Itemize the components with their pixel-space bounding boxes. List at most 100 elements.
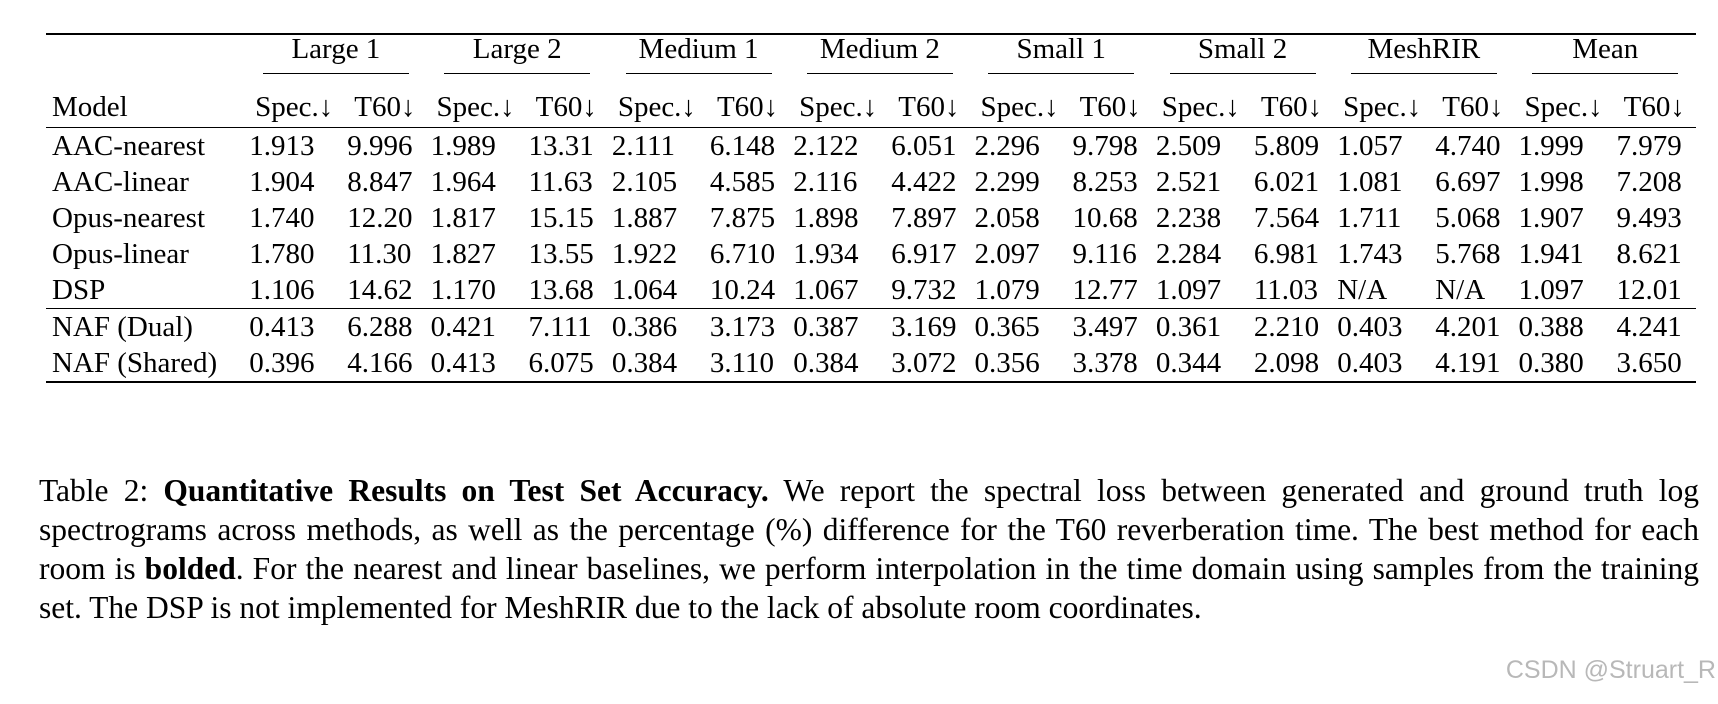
t60-value-cell: 5.809: [1249, 127, 1334, 164]
spec-value-cell: 2.296: [970, 127, 1069, 164]
caption-label: Table 2:: [39, 473, 149, 508]
spec-header: Spec.↓: [1524, 90, 1603, 123]
caption-text-2: . For the nearest and linear baselines, …: [39, 551, 1699, 625]
spec-value-cell: 1.740: [249, 201, 315, 234]
spec-header: Spec.↓: [1161, 90, 1240, 123]
spec-value-cell: 1.743: [1337, 237, 1403, 270]
t60-value-cell: 4.422: [891, 165, 957, 198]
spec-header: Spec.↓: [436, 90, 515, 123]
group-header-label: Small 2: [1169, 35, 1316, 74]
t60-value-cell: 5.768: [1435, 237, 1501, 270]
caption-bold-word: bolded: [144, 551, 236, 586]
t60-value-cell: 12.20: [347, 201, 413, 234]
group-header: Small 1: [970, 33, 1152, 87]
spec-value-cell: 1.999: [1514, 127, 1613, 164]
spec-value-cell: 1.827: [430, 237, 496, 270]
t60-value-cell: 7.979: [1612, 127, 1696, 164]
group-header: Small 2: [1151, 33, 1334, 87]
t60-value-cell: 9.493: [1616, 201, 1682, 234]
spec-value-cell: 1.989: [426, 127, 525, 164]
naf-rows: NAF (Dual) 0.413 6.288 0.421 7.111 0.386 3.173…: [46, 308, 1696, 383]
t60-value-cell: 6.021: [1253, 165, 1320, 198]
group-header-label: Small 1: [988, 35, 1135, 74]
model-name-cell: NAF (Shared): [46, 345, 246, 383]
model-name-cell: DSP: [52, 273, 106, 306]
spec-value-cell: 2.097: [974, 237, 1040, 270]
spec-header: Spec.↓: [1343, 90, 1422, 123]
spec-value-cell: 0.403: [1333, 308, 1432, 345]
table-row: AAC-linear 1.904 8.847 1.964 11.63 2.105 4.585…: [46, 164, 1696, 200]
spec-value-cell: 1.913: [245, 127, 344, 164]
spec-value-cell: 2.284: [1155, 237, 1222, 270]
t60-value-cell: 3.497: [1068, 308, 1152, 345]
t60-header: T60↓: [535, 90, 597, 123]
t60-value-cell: 12.01: [1616, 273, 1682, 306]
model-name-cell: Opus-linear: [52, 237, 189, 270]
table-header: Large 1 Large 2 Medium 1 Medium 2 Small 1 Sma…: [46, 33, 1696, 128]
t60-value-cell: 13.68: [528, 273, 594, 306]
t60-value-cell: 6.697: [1435, 165, 1501, 198]
baseline-rows: AAC-nearest 1.913 9.996 1.989 13.31 2.111 6.14…: [46, 127, 1696, 309]
t60-value-cell: 6.051: [887, 127, 971, 164]
t60-value-cell: 9.116: [1072, 237, 1137, 270]
spec-value-cell: 0.356: [970, 345, 1069, 383]
spec-value-cell: 1.964: [430, 165, 496, 198]
t60-value-cell: 7.897: [891, 201, 957, 234]
group-header-row: Large 1 Large 2 Medium 1 Medium 2 Small 1 Sma…: [46, 33, 1696, 87]
t60-value-cell: 7.875: [709, 201, 776, 234]
t60-value-cell: 11.03: [1253, 273, 1319, 306]
spec-value-cell: 2.111: [607, 127, 706, 164]
t60-value-cell: 4.241: [1612, 308, 1696, 345]
table-row: NAF (Dual) 0.413 6.288 0.421 7.111 0.386 3.173…: [46, 308, 1696, 345]
spec-value-cell: 1.081: [1337, 165, 1403, 198]
spec-header: Spec.↓: [980, 90, 1059, 123]
spec-value-cell: 2.509: [1151, 127, 1250, 164]
group-header: Mean: [1514, 33, 1696, 87]
spec-value-cell: 2.058: [974, 201, 1040, 234]
model-name-cell: AAC-linear: [52, 165, 189, 198]
table-row: NAF (Shared) 0.396 4.166 0.413 6.075 0.384 3.1…: [46, 345, 1696, 383]
spec-value-cell: 0.344: [1151, 345, 1250, 383]
t60-value-cell: 5.068: [1435, 201, 1501, 234]
t60-value-cell: 3.110: [705, 345, 790, 383]
spec-header: Spec.↓: [617, 90, 696, 123]
t60-header: T60↓: [1079, 90, 1141, 123]
spec-value-cell: 2.521: [1155, 165, 1222, 198]
t60-value-cell: 6.288: [343, 308, 427, 345]
spec-value-cell: 2.299: [974, 165, 1040, 198]
spec-value-cell: 2.122: [789, 127, 888, 164]
model-header: Model: [52, 90, 128, 123]
t60-value-cell: 4.201: [1431, 308, 1515, 345]
spec-value-cell: 0.387: [789, 308, 888, 345]
t60-header: T60↓: [716, 90, 779, 123]
t60-value-cell: 3.650: [1612, 345, 1696, 383]
t60-value-cell: 9.732: [891, 273, 957, 306]
results-table: Large 1 Large 2 Medium 1 Medium 2 Small 1 Sma…: [46, 33, 1696, 383]
t60-value-cell: 4.166: [343, 345, 427, 383]
spec-value-cell: 1.922: [611, 237, 678, 270]
t60-value-cell: 3.378: [1068, 345, 1152, 383]
group-header-label: Large 1: [262, 35, 409, 74]
group-header-label: Large 2: [444, 35, 591, 74]
t60-header: T60↓: [898, 90, 960, 123]
spec-value-cell: 0.388: [1514, 308, 1613, 345]
t60-value-cell: 4.191: [1431, 345, 1515, 383]
t60-value-cell: 14.62: [347, 273, 413, 306]
t60-value-cell: 6.075: [524, 345, 608, 383]
spec-value-cell: 1.097: [1155, 273, 1222, 306]
t60-value-cell: 11.30: [347, 237, 412, 270]
spec-value-cell: 1.064: [611, 273, 678, 306]
t60-value-cell: 13.55: [528, 237, 594, 270]
t60-value-cell: 2.098: [1249, 345, 1334, 383]
t60-value-cell: 2.210: [1249, 308, 1334, 345]
spec-value-cell: 1.106: [249, 273, 315, 306]
t60-value-cell: 6.710: [709, 237, 776, 270]
spec-value-cell: 1.817: [430, 201, 496, 234]
t60-header: T60↓: [1442, 90, 1504, 123]
t60-value-cell: 6.917: [891, 237, 957, 270]
group-header: MeshRIR: [1333, 33, 1515, 87]
t60-value-cell: 9.996: [343, 127, 427, 164]
spec-value-cell: 2.238: [1155, 201, 1222, 234]
model-name-cell: Opus-nearest: [52, 201, 206, 234]
t60-value-cell: 7.564: [1253, 201, 1320, 234]
